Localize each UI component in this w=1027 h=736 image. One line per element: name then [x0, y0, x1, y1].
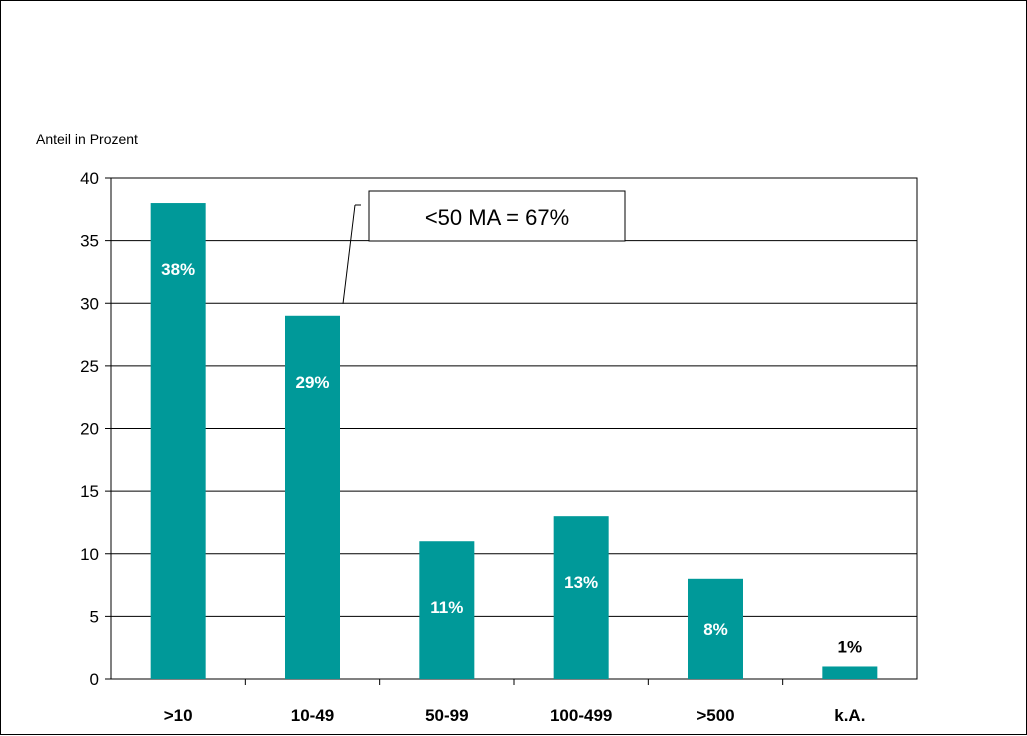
- data-label: 8%: [703, 620, 728, 639]
- y-tick-label: 20: [80, 420, 99, 439]
- x-axis-categories: >10 10-49 50-99 100-499 >500 k.A.: [164, 679, 865, 725]
- bars: [150, 203, 878, 680]
- y-tick-label: 15: [80, 482, 99, 501]
- x-category-label: 50-99: [425, 706, 468, 725]
- data-labels: 38% 29% 11% 13% 8% 1%: [161, 260, 862, 656]
- data-label: 1%: [838, 637, 863, 656]
- y-tick-label: 35: [80, 232, 99, 251]
- y-tick-label: 25: [80, 357, 99, 376]
- x-category-label: k.A.: [834, 706, 865, 725]
- y-tick-label: 5: [90, 607, 99, 626]
- bar: [553, 516, 609, 679]
- x-category-label: >500: [696, 706, 734, 725]
- bar: [150, 203, 206, 680]
- bar: [688, 578, 743, 679]
- y-tick-label: 10: [80, 545, 99, 564]
- data-label: 29%: [295, 373, 329, 392]
- data-label: 13%: [564, 573, 598, 592]
- data-label: 38%: [161, 260, 195, 279]
- data-label: 11%: [430, 598, 463, 617]
- grid-lines: [111, 240, 917, 617]
- y-tick-label: 0: [90, 670, 99, 689]
- bar: [822, 666, 878, 679]
- x-category-label: 100-499: [550, 706, 612, 725]
- y-axis-ticks: 0 5 10 15 20 25 30 35 40: [80, 169, 111, 689]
- callout-annotation: <50 MA = 67%: [342, 190, 626, 304]
- callout-box: [368, 190, 626, 242]
- callout-leader-line: [342, 204, 356, 304]
- x-category-label: >10: [164, 706, 193, 725]
- y-tick-label: 40: [80, 169, 99, 188]
- bar: [285, 315, 340, 679]
- y-axis-label: Anteil in Prozent: [36, 131, 138, 147]
- x-category-label: 10-49: [291, 706, 334, 725]
- y-tick-label: 30: [80, 294, 99, 313]
- bar: [419, 541, 475, 679]
- callout-text: <50 MA = 67%: [425, 205, 569, 230]
